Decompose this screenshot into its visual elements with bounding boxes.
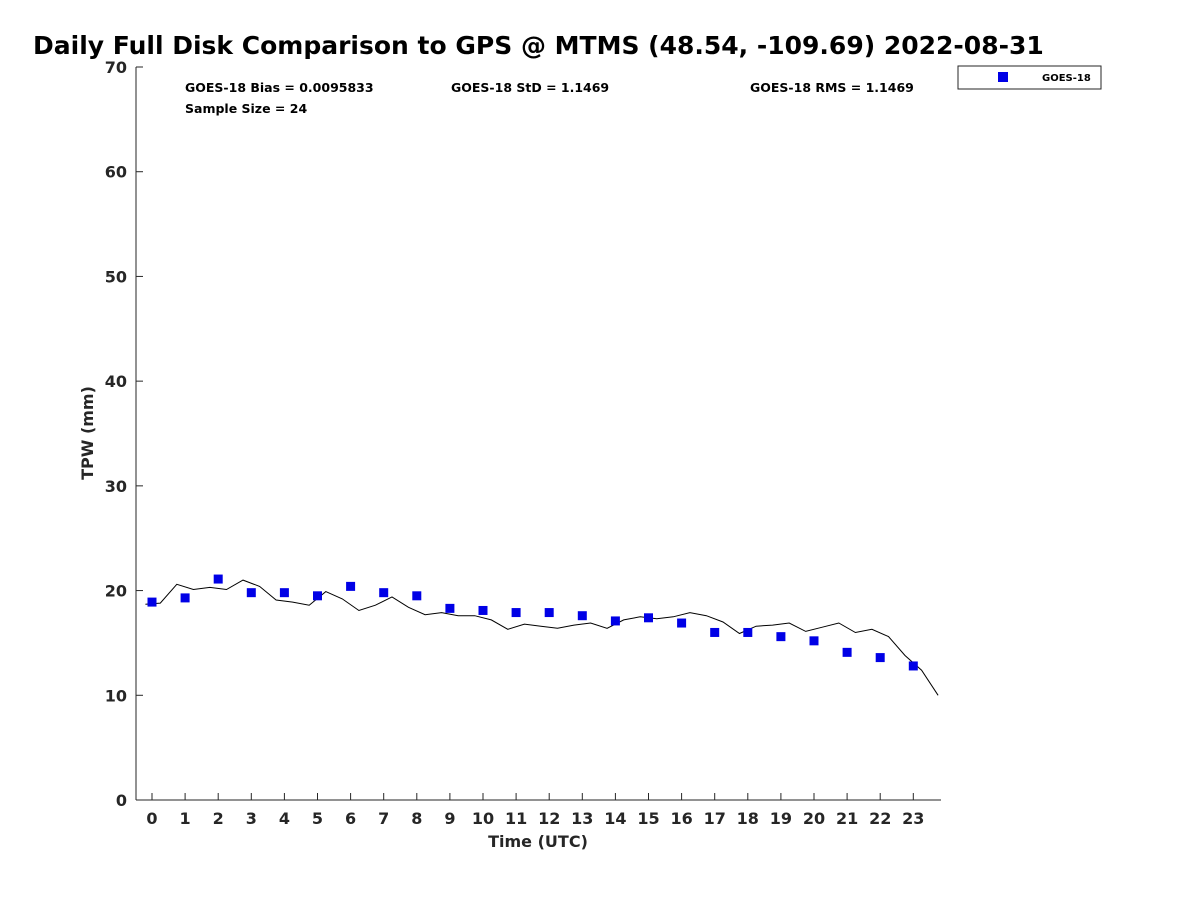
x-tick-label: 7 — [378, 809, 389, 828]
goes-18-point — [677, 618, 687, 628]
sample-size-stat: Sample Size = 24 — [185, 101, 307, 116]
y-tick-label: 60 — [105, 163, 127, 182]
goes-18-point — [908, 661, 918, 671]
y-tick-label: 20 — [105, 582, 127, 601]
goes-18-point — [610, 616, 620, 626]
legend-box — [957, 65, 1102, 90]
y-tick-label: 70 — [105, 58, 127, 77]
y-axis-label: TPW (mm) — [78, 386, 97, 480]
x-tick-label: 9 — [444, 809, 455, 828]
legend-marker-goes-18 — [998, 72, 1008, 82]
goes-18-point — [577, 611, 587, 621]
goes-18-point — [544, 608, 554, 618]
goes-18-point — [379, 588, 389, 598]
x-tick-label: 8 — [411, 809, 422, 828]
goes-18-point — [842, 647, 852, 657]
x-tick-label: 5 — [312, 809, 323, 828]
goes-18-point — [809, 636, 819, 646]
x-tick-label: 17 — [704, 809, 726, 828]
goes-18-point — [313, 591, 322, 601]
gps-series-line — [145, 579, 939, 696]
goes-18-point — [346, 581, 356, 591]
x-tick-label: 16 — [670, 809, 692, 828]
y-tick-label: 0 — [116, 791, 127, 810]
legend: GOES-18 — [957, 65, 1102, 90]
goes-18-point — [246, 588, 256, 598]
x-tick-label: 3 — [246, 809, 257, 828]
goes-18-point — [213, 574, 223, 584]
x-tick-label: 2 — [213, 809, 224, 828]
y-tick-label: 30 — [105, 477, 127, 496]
y-tick-label: 10 — [105, 686, 127, 705]
goes-18-point — [147, 597, 157, 607]
goes-18-point — [180, 593, 190, 603]
chart-title: Daily Full Disk Comparison to GPS @ MTMS… — [33, 31, 1044, 60]
goes-18-point — [743, 627, 753, 637]
x-tick-label: 12 — [538, 809, 560, 828]
goes-18-point — [644, 613, 653, 623]
goes-18-point — [511, 608, 521, 618]
y-tick-label: 50 — [105, 267, 127, 286]
x-axis-label: Time (UTC) — [488, 832, 588, 851]
x-tick-label: 20 — [803, 809, 825, 828]
std-stat: GOES-18 StD = 1.1469 — [451, 80, 609, 95]
bias-stat: GOES-18 Bias = 0.0095833 — [185, 80, 374, 95]
goes-18-point — [478, 605, 488, 615]
y-ticks: 0 10 20 30 40 50 60 70 — [105, 58, 143, 810]
x-tick-label: 18 — [737, 809, 759, 828]
x-tick-label: 14 — [604, 809, 626, 828]
goes-18-point — [412, 591, 422, 601]
x-tick-label: 6 — [345, 809, 356, 828]
goes-18-point — [776, 632, 786, 642]
x-tick-label: 21 — [836, 809, 858, 828]
x-tick-label: 0 — [146, 809, 157, 828]
x-tick-label: 10 — [472, 809, 494, 828]
x-tick-label: 15 — [637, 809, 659, 828]
y-tick-label: 40 — [105, 372, 127, 391]
x-tick-label: 1 — [180, 809, 191, 828]
goes-18-point — [875, 653, 885, 663]
goes-18-point — [445, 603, 455, 613]
x-tick-label: 11 — [505, 809, 527, 828]
legend-label-goes-18: GOES-18 — [1042, 73, 1091, 84]
x-tick-label: 23 — [902, 809, 924, 828]
rms-stat: GOES-18 RMS = 1.1469 — [750, 80, 914, 95]
x-tick-label: 4 — [279, 809, 290, 828]
goes-18-point — [279, 588, 289, 598]
x-tick-label: 13 — [571, 809, 593, 828]
x-tick-label: 22 — [869, 809, 891, 828]
goes-18-point — [710, 627, 720, 637]
goes-series-points — [147, 574, 918, 671]
x-tick-label: 19 — [770, 809, 792, 828]
x-ticks: 0 1 2 3 4 5 6 7 8 9 10 11 12 13 14 15 16 17 18 19 20 21 22 23 — [146, 793, 924, 828]
